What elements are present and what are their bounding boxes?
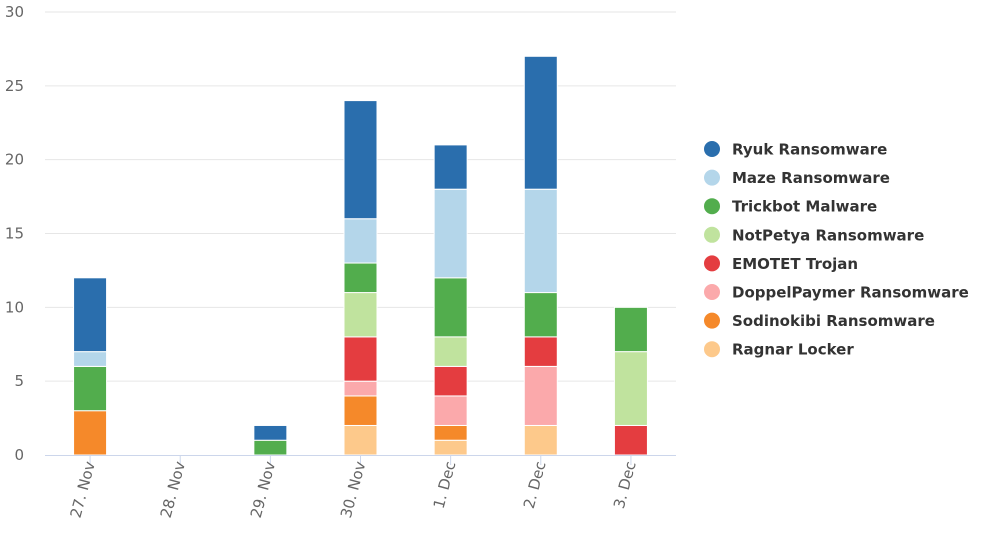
x-tick-label: 28. Nov (157, 459, 189, 520)
bar-segment (343, 218, 378, 264)
bar-segment (433, 424, 468, 441)
legend-marker (704, 198, 720, 215)
bar-segment (343, 100, 378, 220)
bar-segment (613, 306, 648, 353)
x-tick-label: 1. Dec (430, 459, 460, 510)
bar-segment (433, 188, 468, 279)
bar-segment (523, 365, 558, 426)
legend-label: EMOTET Trojan (732, 255, 858, 273)
legend-label: DoppelPaymer Ransomware (732, 284, 969, 302)
y-tick-label: 25 (5, 77, 24, 95)
x-tick-label: 27. Nov (67, 459, 99, 520)
legend-label: Ragnar Locker (732, 341, 854, 359)
legend-marker (704, 169, 720, 186)
legend-marker (704, 341, 720, 358)
bar-segment (523, 336, 558, 367)
y-tick-label: 5 (14, 372, 24, 390)
bar-segment (73, 277, 108, 353)
bar-segment (433, 144, 468, 190)
bar-segment (73, 410, 108, 456)
legend-marker (704, 141, 720, 157)
legend-label: Trickbot Malware (732, 198, 877, 216)
bar-segment (253, 439, 288, 456)
bar-segment (343, 395, 378, 426)
legend-label: Maze Ransomware (732, 169, 890, 187)
legend-marker (704, 312, 720, 329)
x-tick-label: 29. Nov (247, 459, 279, 520)
bar-segment (343, 262, 378, 294)
legend-marker (704, 226, 720, 243)
bar-segment (343, 380, 378, 397)
legend-marker (704, 284, 720, 300)
y-tick-label: 10 (5, 298, 24, 316)
bar-segment (433, 439, 468, 456)
bar-segment (523, 188, 558, 294)
bar-segment (253, 424, 288, 441)
bar-segment (343, 424, 378, 456)
legend-label: NotPetya Ransomware (732, 226, 924, 244)
x-tick-label: 30. Nov (337, 459, 369, 520)
bars (73, 55, 648, 456)
legend: Ryuk Ransomware Maze Ransomware Trickbot M… (704, 141, 969, 359)
bar-segment (433, 365, 468, 397)
bar-segment (523, 55, 558, 190)
legend-marker (704, 255, 720, 272)
legend-label: Sodinokibi Ransomware (732, 312, 935, 330)
y-tick-label: 15 (5, 225, 24, 243)
bar-segment (613, 424, 648, 456)
x-tick-label: 3. Dec (610, 459, 640, 510)
bar-segment (73, 351, 108, 367)
bar-segment (433, 336, 468, 367)
bar-segment (343, 292, 378, 338)
bar-segment (523, 424, 558, 456)
bar-segment (523, 292, 558, 338)
y-tick-label: 20 (5, 151, 24, 169)
y-tick-label: 0 (14, 446, 24, 464)
y-tick-label: 30 (5, 3, 24, 21)
legend-label: Ryuk Ransomware (732, 141, 887, 159)
bar-segment (343, 336, 378, 382)
bar-segment (433, 395, 468, 426)
bar-segment (613, 351, 648, 426)
bar-segment (73, 365, 108, 412)
bar-segment (433, 277, 468, 338)
x-tick-label: 2. Dec (520, 459, 550, 510)
